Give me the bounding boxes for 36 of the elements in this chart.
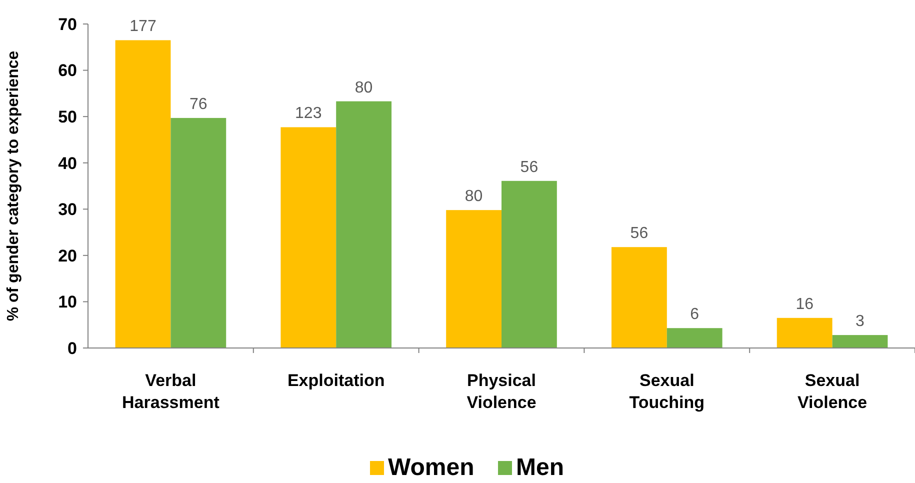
y-tick-label: 40 bbox=[58, 154, 77, 173]
legend-label: Men bbox=[516, 454, 564, 481]
x-tick-label: Sexual Violence bbox=[797, 371, 868, 412]
bar bbox=[280, 127, 336, 348]
y-tick-label: 50 bbox=[58, 108, 77, 127]
y-tick-label: 20 bbox=[58, 246, 77, 266]
bar bbox=[115, 40, 171, 348]
y-tick-label: 10 bbox=[58, 292, 77, 312]
y-tick-label: 60 bbox=[58, 61, 77, 80]
x-tick-label: Verbal Harassment bbox=[122, 371, 220, 412]
x-tick-label: Physical Violence bbox=[466, 371, 536, 412]
annotation: 76 bbox=[190, 96, 208, 113]
bar bbox=[666, 328, 722, 348]
x-tick-label: Sexual Touching bbox=[629, 371, 705, 412]
annotation: 56 bbox=[630, 225, 648, 242]
annotation: 16 bbox=[796, 296, 814, 313]
bar bbox=[611, 247, 667, 348]
y-tick-label: 0 bbox=[68, 338, 77, 358]
annotation: 6 bbox=[690, 306, 700, 324]
legend-label: Women bbox=[388, 454, 474, 481]
annotation: 123 bbox=[295, 105, 322, 122]
y-axis-title: % of gender category to experience bbox=[5, 50, 22, 322]
bar bbox=[446, 210, 502, 348]
annotation: 56 bbox=[520, 158, 538, 176]
annotation: 80 bbox=[354, 79, 373, 96]
annotation: 80 bbox=[464, 188, 483, 206]
bar bbox=[336, 101, 392, 348]
y-tick-label: 70 bbox=[58, 14, 77, 34]
bar bbox=[170, 118, 226, 348]
x-tick-label: Exploitation bbox=[287, 371, 385, 390]
bar bbox=[776, 318, 832, 348]
annotation: 177 bbox=[130, 18, 156, 36]
bar bbox=[832, 335, 888, 348]
annotation: 3 bbox=[856, 313, 865, 330]
bar bbox=[502, 180, 557, 348]
y-tick-label: 30 bbox=[58, 200, 77, 220]
